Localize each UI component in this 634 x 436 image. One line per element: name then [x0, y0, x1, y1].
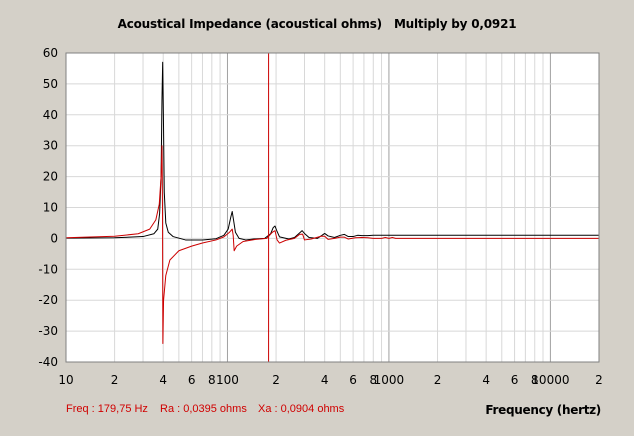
x-tick-label: 2 — [595, 373, 603, 387]
series-line-red — [65, 145, 599, 344]
status-frequency: Freq : 179,75 Hz — [66, 403, 148, 415]
y-tick-label: 40 — [43, 108, 58, 122]
x-tick-label: 2 — [434, 373, 442, 387]
y-tick-label: 60 — [43, 46, 58, 60]
x-tick-label: 10000 — [531, 373, 569, 387]
x-tick-label: 8 — [369, 373, 377, 387]
x-tick-label: 100 — [216, 373, 239, 387]
y-tick-label: -20 — [38, 293, 58, 307]
y-tick-label: 30 — [43, 139, 58, 153]
y-tick-label: 10 — [43, 201, 58, 215]
x-tick-label: 10 — [58, 373, 73, 387]
y-tick-label: 0 — [50, 231, 58, 245]
x-tick-label: 2 — [272, 373, 280, 387]
y-tick-label: -30 — [38, 324, 58, 338]
chart-title: Acoustical Impedance (acoustical ohms) M… — [0, 17, 634, 31]
status-reactance: Xa : 0,0904 ohms — [258, 403, 345, 415]
chart-title-main: Acoustical Impedance (acoustical ohms) — [117, 17, 383, 31]
x-tick-label: 4 — [159, 373, 167, 387]
x-tick-label: 6 — [511, 373, 519, 387]
x-tick-label: 6 — [349, 373, 357, 387]
chart-title-multiplier: Multiply by 0,0921 — [393, 17, 517, 31]
x-tick-label: 6 — [188, 373, 196, 387]
x-axis-label: Frequency (hertz) — [485, 403, 601, 417]
x-tick-label: 4 — [482, 373, 490, 387]
y-tick-label: -10 — [38, 262, 58, 276]
y-tick-label: -40 — [38, 355, 58, 369]
x-tick-label: 1000 — [374, 373, 405, 387]
plot-border — [65, 52, 600, 363]
x-tick-label: 8 — [208, 373, 216, 387]
status-resistance: Ra : 0,0395 ohms — [160, 403, 247, 415]
x-tick-label: 2 — [111, 373, 119, 387]
series-line-black — [65, 61, 599, 241]
x-tick-label: 8 — [531, 373, 539, 387]
x-tick-label: 4 — [321, 373, 329, 387]
y-tick-label: 50 — [43, 77, 58, 91]
y-tick-label: 20 — [43, 170, 58, 184]
